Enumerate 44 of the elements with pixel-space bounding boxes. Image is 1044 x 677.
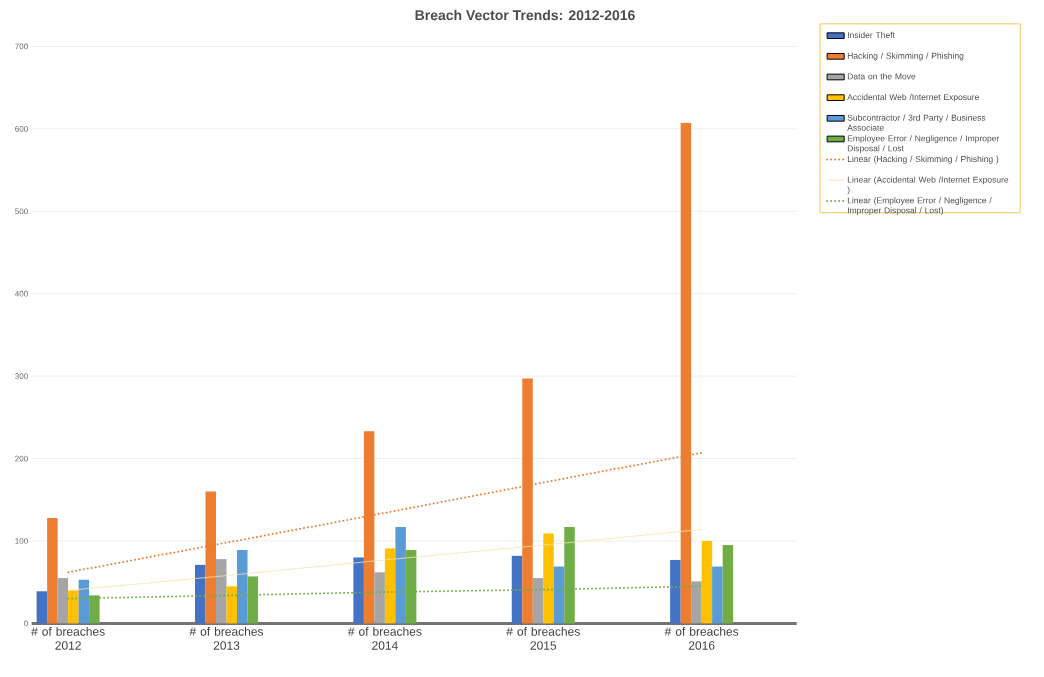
bar xyxy=(712,566,723,624)
x-tick-label: # of breaches 2016 xyxy=(664,626,739,650)
y-tick-label: 300 xyxy=(15,373,28,379)
legend-label: Employee Error / Negligence / Improper Disposal / Lost xyxy=(847,135,1000,154)
bar xyxy=(68,590,79,624)
x-tick-label: # of breaches 2012 xyxy=(31,626,105,650)
bar xyxy=(532,578,544,624)
y-tick-label: 0 xyxy=(24,620,28,627)
legend-label: Data on the Move xyxy=(847,73,916,80)
bar xyxy=(353,557,364,624)
legend-label: Linear (Hacking / Skimming / Phishing ) xyxy=(847,155,999,164)
bar xyxy=(195,564,206,624)
bar xyxy=(36,591,48,624)
x-tick-label: # of breaches 2013 xyxy=(189,626,264,650)
bar xyxy=(722,545,734,624)
bar xyxy=(47,517,58,624)
x-tick-label: # of breaches 2015 xyxy=(506,626,580,650)
y-tick-label: 200 xyxy=(15,455,28,462)
bar xyxy=(237,550,248,624)
bar xyxy=(701,540,713,624)
y-tick-label: 500 xyxy=(15,208,28,215)
bar xyxy=(543,533,554,624)
y-tick-label: 700 xyxy=(15,43,28,50)
bar xyxy=(216,559,227,624)
line-series xyxy=(67,529,703,591)
bar xyxy=(553,566,565,624)
bar xyxy=(395,526,406,624)
y-tick-label: 600 xyxy=(15,126,28,132)
bar xyxy=(691,581,702,624)
y-tick-label: 100 xyxy=(15,538,28,544)
bar xyxy=(384,548,396,624)
bar xyxy=(226,586,237,624)
bar xyxy=(57,578,69,624)
legend-label: Linear (Accidental Web /Internet Exposure ) xyxy=(847,176,1009,195)
bar xyxy=(511,555,523,624)
bar xyxy=(670,559,681,624)
legend-label: Hacking / Skimming / Phishing xyxy=(847,52,964,61)
legend-label: Subcontractor / 3rd Party / Business Associate xyxy=(847,114,986,131)
chart-title: Breach Vector Trends: 2012-2016 xyxy=(415,9,635,21)
legend-label: Accidental Web /Internet Exposure xyxy=(847,93,979,102)
legend-label: Insider Theft xyxy=(847,31,895,39)
bar xyxy=(374,572,385,624)
x-tick-label: # of breaches 2014 xyxy=(347,626,422,650)
y-tick-label: 400 xyxy=(15,290,28,297)
